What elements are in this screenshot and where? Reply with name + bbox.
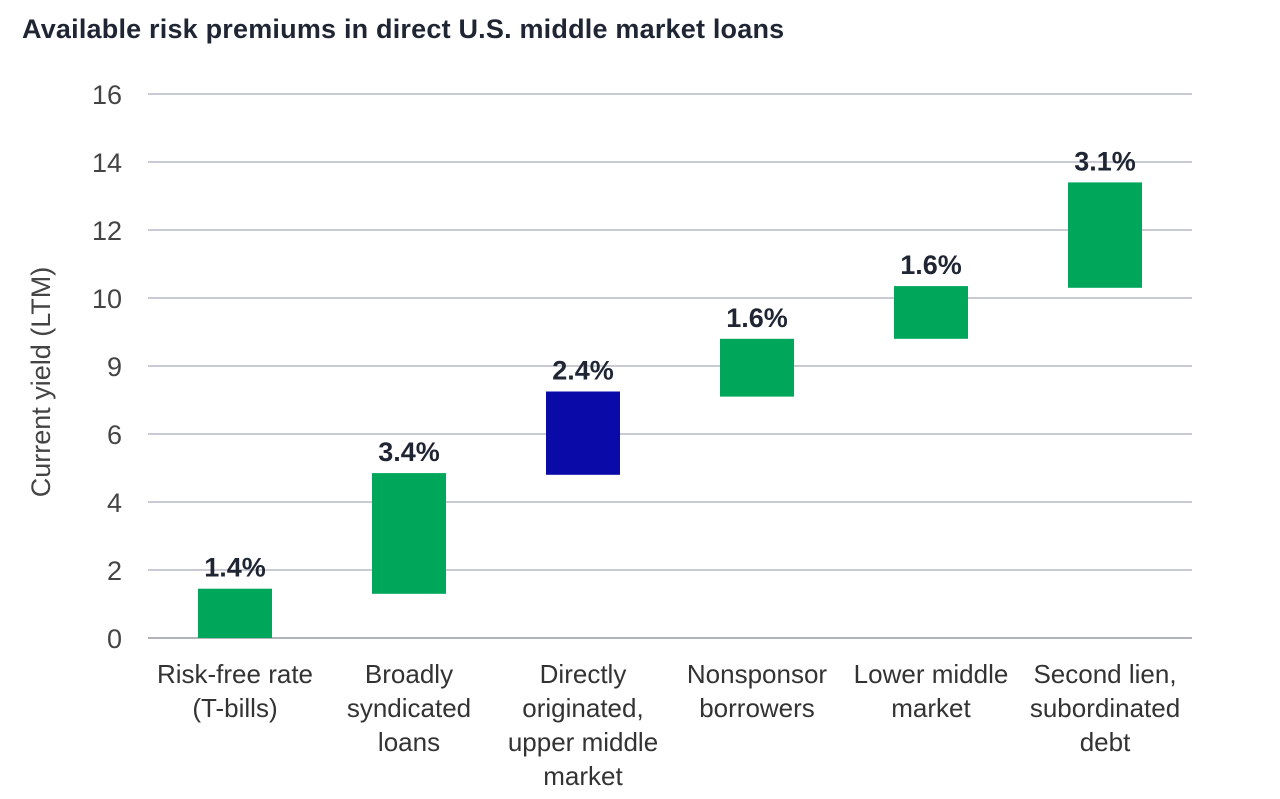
- y-tick-label: 10: [92, 284, 122, 314]
- gridlines: [148, 93, 1192, 639]
- x-category-line: Directly: [540, 659, 627, 689]
- y-tick-label: 16: [92, 80, 122, 110]
- x-category-line: debt: [1080, 727, 1131, 757]
- x-category-line: market: [891, 693, 971, 723]
- bar: [720, 338, 794, 397]
- data-label: 3.4%: [378, 437, 440, 467]
- data-label: 1.6%: [726, 303, 788, 333]
- x-category-label: Broadly syndicated loans: [347, 659, 471, 757]
- y-axis-label: Current yield (LTM): [26, 267, 56, 498]
- x-category-line: upper middle: [508, 727, 658, 757]
- x-category-line: Broadly: [365, 659, 453, 689]
- data-label: 1.4%: [204, 553, 266, 583]
- x-category-line: originated,: [522, 693, 643, 723]
- y-tick-label: 14: [92, 148, 122, 178]
- x-category-label: Directly originated, upper middle market: [508, 659, 658, 791]
- x-category-line: (T-bills): [192, 693, 277, 723]
- data-labels: 1.4% 3.4% 2.4% 1.6% 1.6% 3.1%: [204, 146, 1136, 582]
- bar: [546, 391, 620, 475]
- y-tick-label: 12: [92, 216, 122, 246]
- chart-title: Available risk premiums in direct U.S. m…: [22, 14, 785, 44]
- y-axis-ticks: 0 2 4 6 9 10 12 14 16: [92, 80, 122, 654]
- x-category-line: loans: [378, 727, 440, 757]
- bar: [894, 286, 968, 339]
- bar: [372, 473, 446, 594]
- x-category-label: Second lien, subordinated debt: [1030, 659, 1180, 757]
- x-category-label: Lower middle market: [854, 659, 1009, 723]
- x-category-line: syndicated: [347, 693, 471, 723]
- bars: [198, 182, 1142, 638]
- x-category-line: market: [543, 761, 623, 791]
- data-label: 2.4%: [552, 356, 614, 386]
- x-category-label: Nonsponsor borrowers: [687, 659, 828, 723]
- data-label: 3.1%: [1074, 146, 1136, 176]
- data-label: 1.6%: [900, 250, 962, 280]
- x-category-line: subordinated: [1030, 693, 1180, 723]
- x-category-line: borrowers: [699, 693, 815, 723]
- y-tick-label: 6: [107, 420, 122, 450]
- x-category-line: Second lien,: [1033, 659, 1176, 689]
- y-tick-label: 4: [107, 488, 122, 518]
- y-tick-label: 2: [107, 556, 122, 586]
- x-axis-categories: Risk-free rate (T-bills) Broadly syndicated…: [157, 659, 1180, 791]
- bar: [1068, 182, 1142, 288]
- x-category-line: Risk-free rate: [157, 659, 313, 689]
- x-category-label: Risk-free rate (T-bills): [157, 659, 313, 723]
- y-tick-label: 9: [107, 352, 122, 382]
- x-category-line: Nonsponsor: [687, 659, 828, 689]
- y-tick-label: 0: [107, 624, 122, 654]
- bar: [198, 588, 272, 638]
- x-category-line: Lower middle: [854, 659, 1009, 689]
